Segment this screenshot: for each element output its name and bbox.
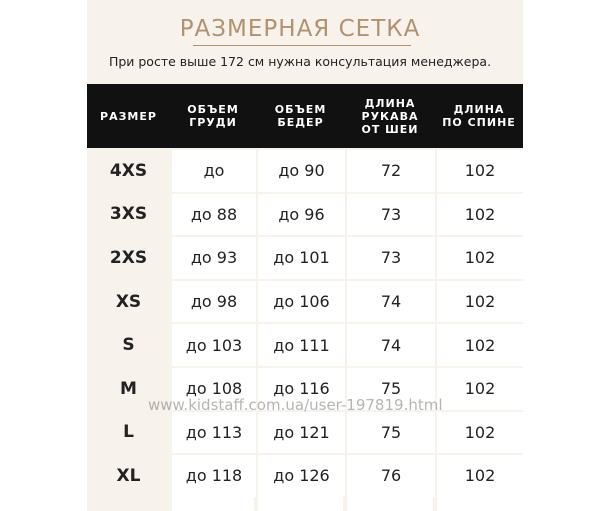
- column-header-line: БЕДЕР: [277, 116, 324, 129]
- empty-row: [258, 497, 343, 511]
- column-header-line: ОТ ШЕИ: [361, 122, 419, 136]
- table-cell: до 121: [258, 411, 345, 454]
- table-cell: до 90: [258, 150, 345, 192]
- size-cell: L: [123, 422, 134, 443]
- size-cell: 4XS: [109, 160, 148, 181]
- table-cell: до 96: [258, 193, 345, 236]
- table-cell: до 93: [172, 237, 256, 279]
- header-band: [87, 84, 523, 148]
- table-cell: 72: [347, 150, 435, 192]
- column-header-line: ОБЪЕМ: [274, 103, 327, 116]
- size-cell: XL: [116, 465, 141, 486]
- empty-row: [437, 497, 523, 511]
- column-header: ОБЪЕМ ГРУДИ: [170, 84, 256, 148]
- size-cell: 2XS: [109, 247, 148, 268]
- table-cell: до 108: [172, 368, 256, 410]
- table-cell: до 113: [172, 411, 256, 454]
- table-cell: до 116: [258, 368, 345, 410]
- column-header: ОБЪЕМ БЕДЕР: [256, 84, 345, 148]
- watermark: www.kidstaff.com.ua/user-197819.html: [148, 396, 443, 414]
- table-cell: до 118: [172, 455, 256, 497]
- table-cell: 76: [347, 455, 435, 497]
- table-cell: 102: [437, 324, 523, 366]
- table-cell: 74: [347, 324, 435, 366]
- table-cell: до: [172, 150, 256, 192]
- table-cell: до 98: [172, 280, 256, 323]
- table-cell: 102: [437, 237, 523, 279]
- column-header-line: РАЗМЕР: [100, 109, 157, 123]
- size-cell: 3XS: [109, 204, 148, 225]
- table-cell: 102: [437, 411, 523, 454]
- size-cell: S: [122, 335, 135, 356]
- table-cell: 74: [347, 280, 435, 323]
- table-cell: 73: [347, 237, 435, 279]
- column-header: РАЗМЕР: [87, 84, 170, 148]
- empty-row: [347, 497, 433, 511]
- column-header-line: ПО СПИНЕ: [442, 116, 516, 129]
- table-cell: до 101: [258, 237, 345, 279]
- column-header-line: ДЛИНА: [453, 103, 505, 116]
- column-header-line: ГРУДИ: [189, 116, 237, 129]
- table-cell: 102: [437, 150, 523, 192]
- table-cell: до 126: [258, 455, 345, 497]
- size-cell: M: [120, 378, 137, 399]
- title-rule: [193, 45, 411, 46]
- table-cell: 102: [437, 193, 523, 236]
- size-cell: XS: [115, 291, 142, 312]
- subtitle: При росте выше 172 см нужна консультация…: [108, 54, 492, 69]
- title: РАЗМЕРНАЯ СЕТКА: [179, 16, 421, 42]
- table-cell: до 111: [258, 324, 345, 366]
- table-cell: 75: [347, 368, 435, 410]
- column-header: ДЛИНА ПО СПИНЕ: [435, 84, 523, 148]
- table-cell: до 103: [172, 324, 256, 366]
- column-header-line: РУКАВА: [361, 109, 419, 123]
- table-cell: 102: [437, 368, 523, 410]
- table-cell: до 88: [172, 193, 256, 236]
- table-cell: 102: [437, 455, 523, 497]
- table-cell: 75: [347, 411, 435, 454]
- table-cell: 73: [347, 193, 435, 236]
- empty-row: [172, 497, 254, 511]
- column-header-line: ДЛИНА: [364, 96, 416, 110]
- table-cell: до 106: [258, 280, 345, 323]
- column-header: ДЛИНА РУКАВА ОТ ШЕИ: [345, 84, 435, 148]
- column-header-line: ОБЪЕМ: [187, 103, 239, 116]
- table-cell: 102: [437, 280, 523, 323]
